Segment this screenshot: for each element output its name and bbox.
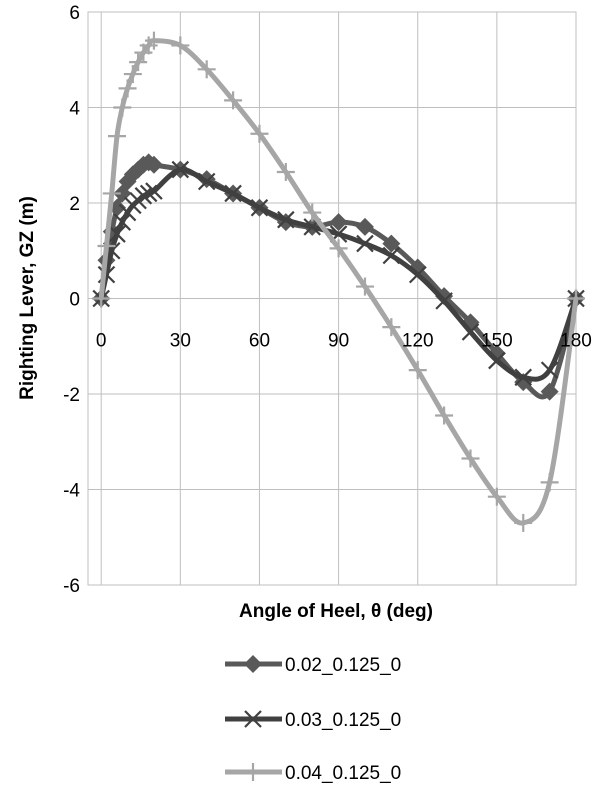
data-point	[123, 65, 142, 84]
y-axis-title: Righting Lever, GZ (m)	[17, 196, 38, 400]
data-point	[461, 449, 480, 468]
data-point	[435, 292, 453, 310]
data-point	[113, 98, 132, 117]
data-point	[355, 277, 374, 296]
y-tick-label: -4	[63, 481, 80, 502]
data-point	[540, 382, 559, 401]
data-point	[224, 91, 243, 110]
data-point	[134, 187, 153, 205]
data-point	[382, 318, 401, 337]
data-point	[108, 127, 127, 146]
data-point	[197, 172, 216, 191]
data-point	[435, 287, 454, 306]
y-tick-labels: -6 -4 -2 0 2 4 6	[63, 3, 80, 597]
data-point	[540, 361, 559, 379]
y-tick-label: 0	[69, 290, 80, 311]
data-point	[92, 289, 111, 308]
data-point	[514, 368, 533, 387]
data-point	[118, 79, 137, 98]
y-tick-label: 2	[69, 194, 80, 215]
data-point	[408, 361, 427, 380]
data-point	[277, 210, 295, 229]
legend-marker	[244, 655, 262, 673]
y-tick-label: -6	[63, 576, 80, 597]
data-point	[139, 184, 158, 203]
data-point	[567, 289, 585, 308]
data-point	[487, 487, 506, 506]
data-point	[540, 473, 559, 492]
data-point	[171, 160, 190, 179]
x-tick-labels: 0 30 60 90 120 150 180	[96, 331, 592, 352]
x-tick-label: 0	[96, 331, 107, 352]
data-point	[461, 323, 480, 341]
y-tick-label: 4	[69, 99, 80, 120]
data-point	[514, 513, 533, 532]
legend-label: 0.02_0.125_0	[285, 655, 401, 676]
x-tick-label: 90	[328, 331, 349, 352]
legend-marker	[244, 710, 262, 728]
data-point	[224, 184, 242, 203]
data-point	[250, 198, 269, 217]
data-point	[356, 234, 374, 253]
series-layer	[92, 31, 585, 532]
y-tick-label: 6	[69, 3, 80, 24]
data-point	[197, 60, 216, 79]
data-point	[113, 213, 132, 231]
grid	[88, 11, 577, 586]
x-tick-label: 60	[249, 331, 270, 352]
data-point	[144, 31, 163, 50]
data-point	[408, 265, 427, 284]
data-point	[250, 124, 269, 143]
data-point	[488, 351, 506, 370]
data-point	[329, 213, 348, 232]
x-tick-label: 120	[402, 331, 434, 352]
legend: 0.02_0.125_0 0.03_0.125_0 0.04_0.125_0	[225, 655, 401, 784]
data-point	[303, 203, 322, 222]
y-tick-label: -2	[63, 385, 80, 406]
data-point	[97, 236, 116, 255]
x-tick-label: 30	[170, 331, 191, 352]
x-tick-label: 150	[481, 331, 513, 352]
series-line	[98, 38, 579, 526]
data-point	[145, 182, 163, 200]
data-point	[355, 217, 374, 236]
x-axis-title: Angle of Heel, θ (deg)	[239, 601, 433, 622]
data-point	[108, 225, 126, 243]
x-tick-label: 180	[560, 331, 592, 352]
legend-label: 0.03_0.125_0	[285, 710, 401, 731]
legend-label: 0.04_0.125_0	[285, 763, 401, 784]
data-point	[144, 155, 163, 174]
data-point	[102, 184, 121, 203]
data-point	[435, 406, 454, 425]
series-3	[92, 31, 585, 532]
data-point	[129, 53, 148, 72]
data-point	[276, 162, 295, 181]
data-point	[382, 246, 401, 265]
data-point	[329, 239, 348, 258]
legend-marker	[244, 763, 262, 781]
series-2	[92, 160, 585, 387]
data-point	[171, 36, 190, 55]
data-point	[382, 234, 401, 253]
